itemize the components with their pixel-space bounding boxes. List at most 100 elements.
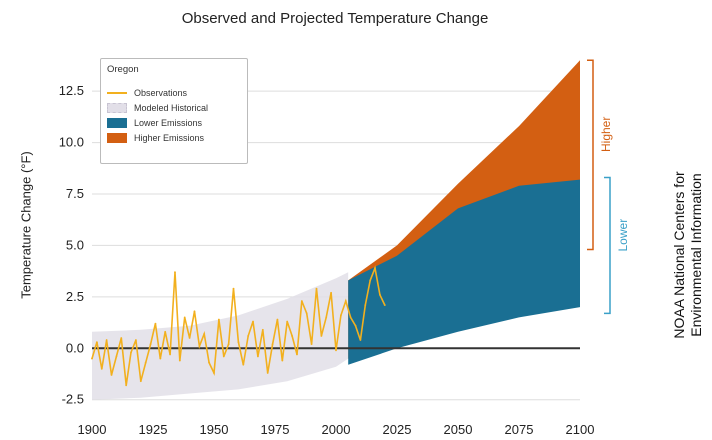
- observation-point: [271, 343, 274, 346]
- y-tick-label: 7.5: [66, 186, 84, 201]
- observation-point: [154, 322, 157, 325]
- x-tick-label: 2050: [444, 422, 473, 437]
- legend-item-higher: Higher Emissions: [107, 132, 204, 144]
- observation-point: [252, 320, 254, 323]
- observation-point: [178, 359, 181, 362]
- observation-point: [227, 343, 230, 346]
- observation-point: [257, 355, 259, 358]
- observation-point: [169, 353, 171, 356]
- x-tick-label: 2100: [566, 422, 595, 437]
- y-tick-label: 12.5: [59, 83, 84, 98]
- y-tick-label: 10.0: [59, 135, 84, 150]
- legend-label-observations: Observations: [134, 88, 188, 98]
- observation-point: [247, 335, 250, 337]
- observation-point: [359, 339, 362, 341]
- legend-item-lower: Lower Emissions: [107, 117, 202, 129]
- observation-point: [286, 320, 289, 323]
- observation-point: [310, 343, 313, 346]
- observation-point: [144, 361, 147, 364]
- legend-item-observations: Observations: [107, 87, 187, 99]
- observation-point: [305, 312, 308, 315]
- legend-label-modeled: Modeled Historical: [134, 103, 209, 113]
- x-tick-label: 2000: [322, 422, 351, 437]
- x-tick-label: 1975: [261, 422, 290, 437]
- band-lower-emissions: [348, 179, 580, 365]
- observation-point: [222, 355, 225, 358]
- observation-point: [349, 316, 352, 319]
- observation-point: [149, 343, 152, 346]
- observation-point: [364, 304, 367, 306]
- observation-point: [174, 271, 176, 274]
- observation-point: [266, 372, 269, 374]
- y-tick-label: 5.0: [66, 237, 84, 252]
- legend: Oregon Observations Modeled Historical L…: [100, 58, 248, 164]
- observation-point: [188, 337, 191, 339]
- y-tick-label: -2.5: [62, 392, 84, 407]
- y-axis-label: Temperature Change (°F): [18, 151, 34, 299]
- observation-point: [100, 367, 103, 370]
- observation-point: [203, 332, 206, 335]
- observation-point: [232, 287, 235, 290]
- observation-point: [335, 349, 337, 352]
- observation-point: [183, 316, 186, 319]
- areas: [92, 60, 580, 400]
- x-tick-label: 2075: [505, 422, 534, 437]
- observation-point: [125, 384, 128, 387]
- observation-point: [300, 300, 303, 302]
- legend-swatch-lower: [107, 118, 127, 128]
- observation-point: [344, 300, 347, 302]
- observation-point: [330, 291, 333, 294]
- observation-point: [139, 380, 142, 383]
- observation-point: [325, 316, 328, 319]
- observation-point: [369, 279, 372, 282]
- credit-text: NOAA National Centers for Environmental …: [671, 171, 705, 338]
- legend-label-lower: Lower Emissions: [134, 118, 203, 128]
- x-tick-label: 1900: [78, 422, 107, 437]
- observation-point: [198, 345, 201, 348]
- observation-point: [261, 328, 264, 331]
- observation-point: [91, 357, 93, 360]
- observation-point: [164, 330, 167, 333]
- x-tick-label: 2025: [383, 422, 412, 437]
- y-tick-label: 2.5: [66, 289, 84, 304]
- observation-point: [105, 339, 108, 341]
- legend-swatch-observations: [107, 92, 127, 94]
- bracket-higher: [587, 59, 594, 251]
- observation-point: [276, 318, 279, 321]
- observation-point: [354, 324, 357, 327]
- x-tick-label: 1950: [200, 422, 229, 437]
- observation-point: [213, 372, 215, 374]
- credit-line-1: NOAA National Centers for: [671, 171, 687, 339]
- axes: -2.5 0.0 2.5 5.0 7.5 10.0 12.5 1900 1925 1950 1975…: [59, 83, 595, 437]
- observation-point: [339, 314, 342, 317]
- observation-point: [383, 304, 386, 306]
- observations-layer: [91, 265, 386, 387]
- observation-point: [120, 337, 123, 339]
- observation-point: [281, 359, 284, 362]
- observation-point: [217, 318, 220, 321]
- legend-label-higher: Higher Emissions: [134, 133, 205, 143]
- y-tick-label: 0.0: [66, 340, 84, 355]
- observation-point: [95, 341, 98, 344]
- observation-point: [374, 267, 376, 269]
- observation-point: [379, 293, 381, 296]
- legend-item-modeled: Modeled Historical: [107, 102, 208, 114]
- observation-point: [291, 335, 293, 337]
- observation-point: [208, 361, 211, 364]
- x-tick-label: 1925: [139, 422, 168, 437]
- observation-point: [193, 310, 196, 313]
- observation-point: [242, 363, 245, 366]
- observation-point: [135, 339, 137, 341]
- legend-swatch-modeled: [107, 103, 127, 113]
- legend-swatch-higher: [107, 133, 127, 143]
- observation-point: [320, 335, 323, 337]
- observation-point: [296, 353, 298, 356]
- bracket-label-lower: Lower: [616, 219, 630, 252]
- observation-point: [315, 287, 318, 290]
- observation-point: [130, 351, 132, 354]
- bracket-label-higher: Higher: [599, 117, 613, 152]
- legend-title: Oregon: [107, 64, 139, 75]
- observation-point: [159, 357, 162, 360]
- bracket-lower: [604, 176, 611, 315]
- credit-line-2: Environmental Information: [688, 173, 704, 337]
